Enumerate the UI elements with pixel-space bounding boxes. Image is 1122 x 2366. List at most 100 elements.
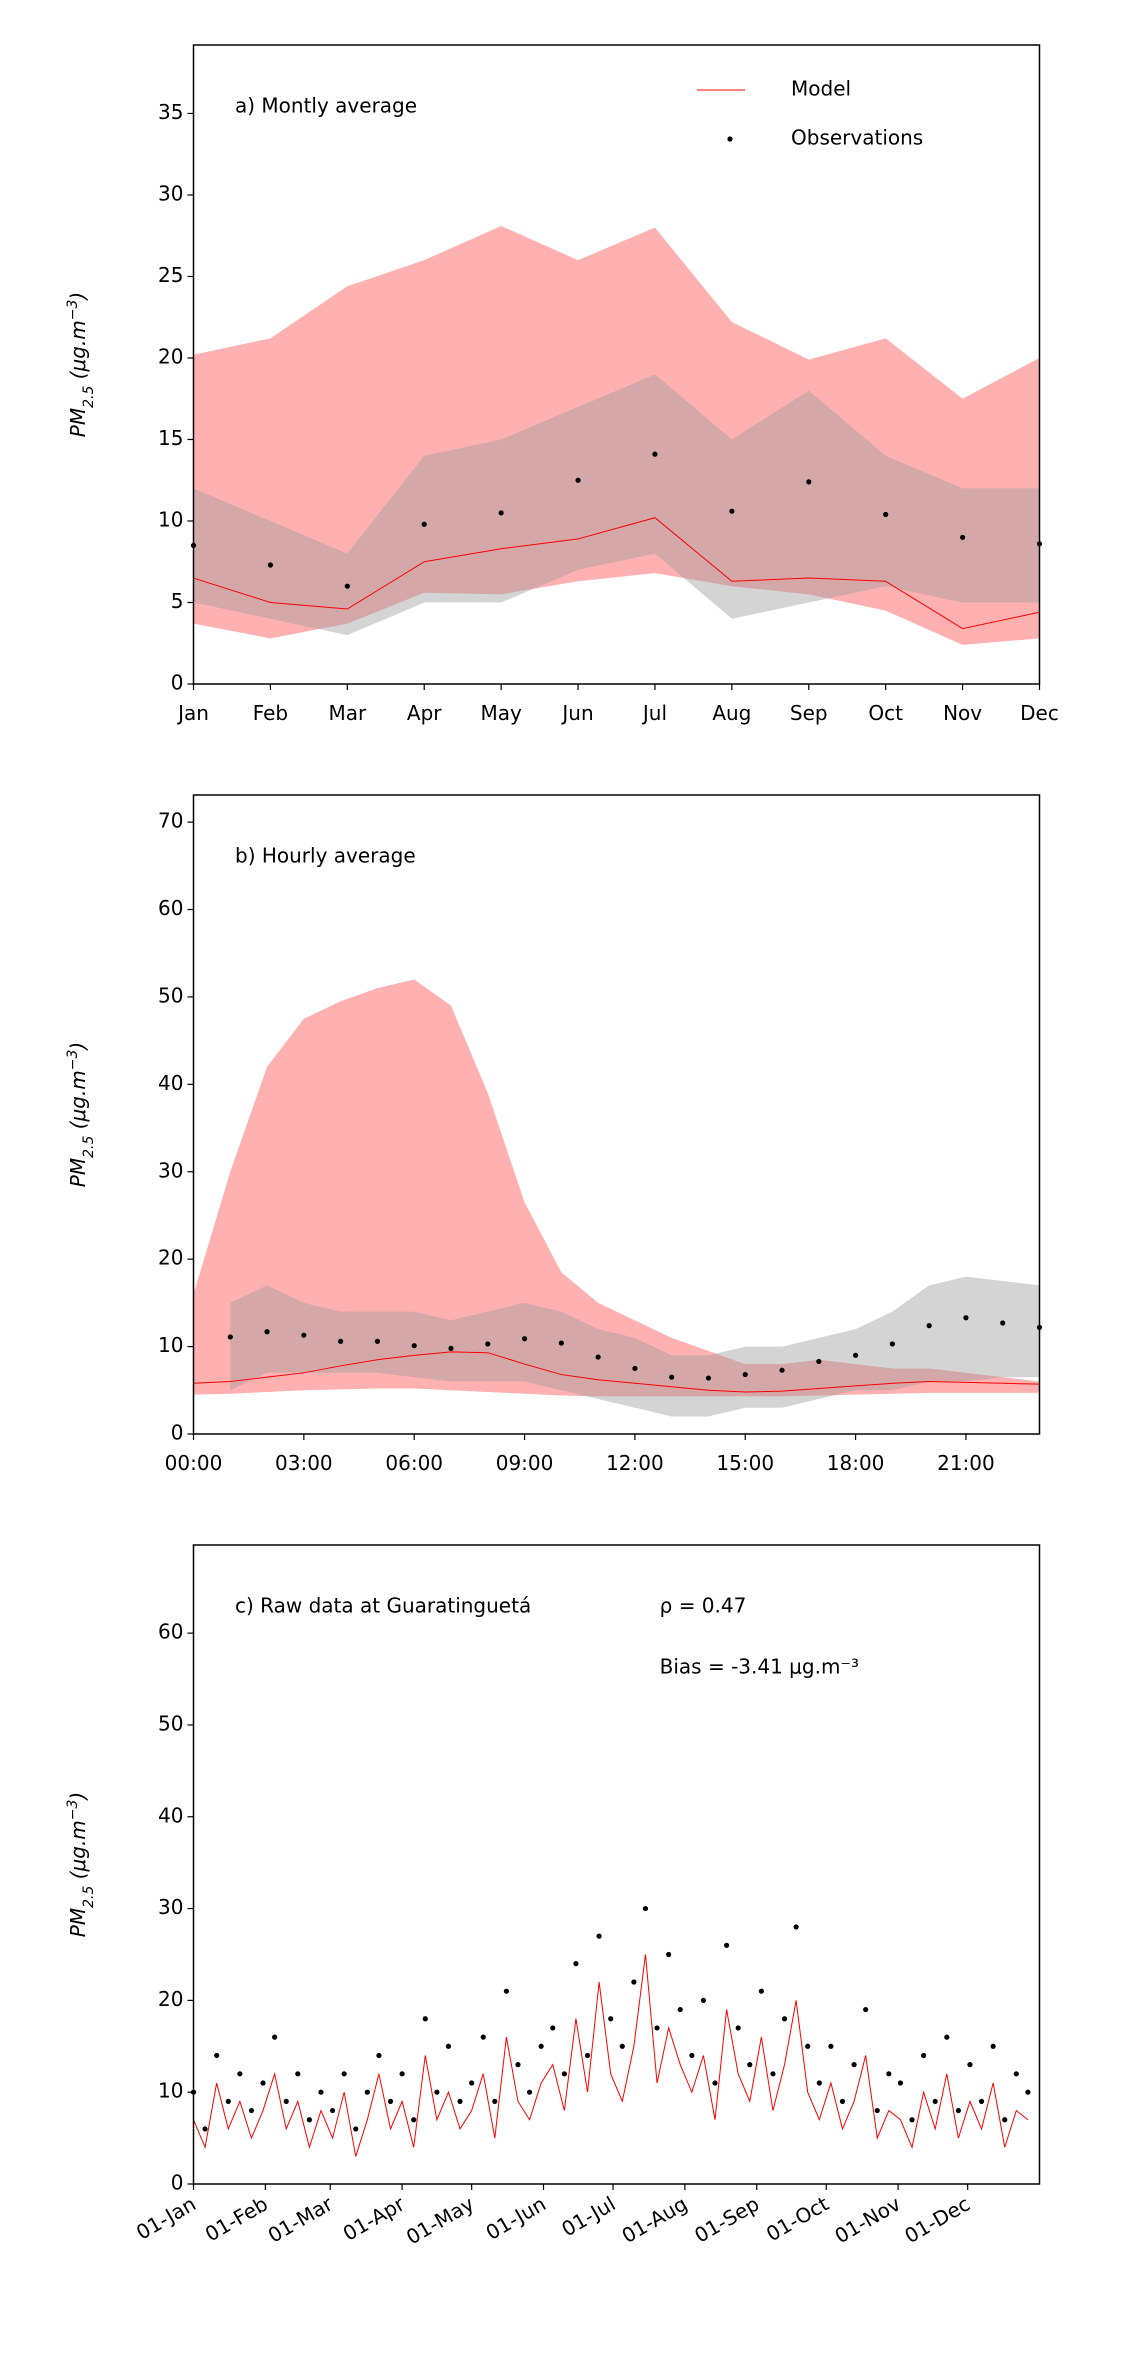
observation-dot xyxy=(883,511,889,518)
x-tick-label: Feb xyxy=(253,701,288,725)
observation-dot xyxy=(770,2071,776,2077)
model-line xyxy=(193,1351,1040,1393)
y-tick-label: 30 xyxy=(158,1158,183,1182)
observation-dot xyxy=(492,2098,498,2104)
annotation: Bias = -3.41 μg.m⁻³ xyxy=(660,1655,859,1679)
observation-dot xyxy=(318,2089,324,2095)
observation-dot xyxy=(1000,1320,1006,1326)
observation-dot xyxy=(434,2089,440,2095)
observation-dot xyxy=(666,1951,672,1958)
observation-dot xyxy=(295,2071,301,2077)
observation-dot xyxy=(272,2034,278,2040)
observation-dot xyxy=(225,2098,231,2104)
y-axis-label: PM2.5 (μg.m−3) xyxy=(65,1792,97,1937)
y-tick-label: 35 xyxy=(158,100,183,124)
axes-frame xyxy=(192,1544,1041,2185)
observation-dot xyxy=(712,2080,718,2086)
observation-dot xyxy=(889,1341,895,1347)
x-tick-label: Jan xyxy=(176,701,209,725)
x-tick-label: 01-Sep xyxy=(690,2192,763,2248)
x-tick-label: 01-Apr xyxy=(339,2191,410,2246)
y-label-part: 2.5 xyxy=(81,1136,97,1158)
y-axis-label: PM2.5 (μg.m−3) xyxy=(65,292,97,437)
range-band xyxy=(193,374,1040,636)
observation-dot xyxy=(806,479,812,485)
observation-dot xyxy=(260,2080,266,2086)
observation-dot xyxy=(202,2126,208,2132)
y-label-part: PM xyxy=(66,1158,90,1187)
observation-dot xyxy=(781,2016,788,2022)
observation-dot xyxy=(595,1354,601,1360)
x-tick-label: May xyxy=(480,701,522,725)
x-tick-label: 01-Nov xyxy=(831,2191,905,2248)
observation-dot xyxy=(399,2071,405,2077)
y-label-part: ) xyxy=(66,1792,90,1802)
y-label-part: −3 xyxy=(65,300,81,321)
x-tick-label: 01-Dec xyxy=(900,2192,974,2248)
observation-dot xyxy=(677,2006,683,2013)
observation-dot xyxy=(758,1988,764,1994)
x-tick-label: Sep xyxy=(790,701,828,725)
y-label-part: PM xyxy=(66,408,90,437)
y-tick-label: 70 xyxy=(158,809,183,833)
legend-label: Observations xyxy=(791,126,923,150)
observation-dot xyxy=(469,2080,475,2086)
x-tick-label: 01-Jan xyxy=(132,2192,200,2245)
x-tick-label: 01-Jun xyxy=(482,2192,550,2245)
observation-dot xyxy=(498,510,504,516)
observation-dot xyxy=(669,1374,675,1380)
y-tick-label: 20 xyxy=(158,1246,183,1270)
observation-dot xyxy=(584,2052,591,2059)
x-tick-label: 09:00 xyxy=(496,1451,554,1475)
range-band xyxy=(193,979,1040,1397)
observation-dot xyxy=(978,2098,985,2104)
y-axis-label: PM2.5 (μg.m−3) xyxy=(65,1042,97,1187)
observation-dot xyxy=(421,521,427,527)
y-tick-label: 25 xyxy=(158,263,183,287)
observation-dot xyxy=(503,1988,510,1994)
x-tick-label: 18:00 xyxy=(827,1451,885,1475)
observation-dot xyxy=(909,2117,915,2123)
x-tick-label: 01-Jul xyxy=(557,2192,619,2242)
y-tick-label: 30 xyxy=(158,1895,183,1919)
y-label-part: (μg.m xyxy=(66,1070,90,1135)
observation-dot xyxy=(411,2117,417,2123)
observation-dot xyxy=(729,508,735,514)
x-tick-label: Oct xyxy=(868,701,903,725)
observation-dot xyxy=(851,2062,857,2068)
x-tick-label: 21:00 xyxy=(937,1451,995,1475)
observation-dot xyxy=(301,1332,307,1338)
observation-dot xyxy=(967,2062,973,2068)
observation-dot xyxy=(596,1933,602,1939)
observation-dot xyxy=(886,2071,892,2077)
y-tick-label: 50 xyxy=(158,1711,183,1735)
y-tick-label: 15 xyxy=(158,426,183,450)
observation-dot xyxy=(411,1343,417,1349)
observation-dot xyxy=(955,2107,961,2114)
observation-dot xyxy=(445,2043,452,2049)
y-tick-label: 10 xyxy=(158,1333,183,1357)
observation-dot xyxy=(306,2117,312,2123)
axes-frame xyxy=(192,794,1041,1435)
panel-title: a) Montly average xyxy=(235,94,417,118)
observation-dot xyxy=(364,2089,370,2095)
y-label-part: (μg.m xyxy=(66,1820,90,1885)
x-tick-label: 01-Aug xyxy=(618,2192,692,2248)
observation-dot xyxy=(267,562,274,568)
y-tick-label: 30 xyxy=(158,181,183,205)
observation-dot xyxy=(608,2016,614,2022)
panel: 0 10 20 30 40 50 60 70 00:00 03:00 06:00 09:00 12:00… xyxy=(65,794,1043,1475)
observation-dot xyxy=(852,1352,859,1358)
observation-dot xyxy=(926,1323,932,1329)
observation-dot xyxy=(723,1942,730,1948)
observation-dot xyxy=(689,2052,695,2059)
observation-dot xyxy=(828,2043,834,2049)
observation-dot xyxy=(705,1375,712,1381)
y-tick-label: 40 xyxy=(158,1803,183,1827)
y-tick-label: 0 xyxy=(171,1421,184,1445)
x-tick-label: 01-May xyxy=(402,2191,478,2249)
observation-dot xyxy=(422,2016,428,2022)
range-band xyxy=(193,225,1040,645)
